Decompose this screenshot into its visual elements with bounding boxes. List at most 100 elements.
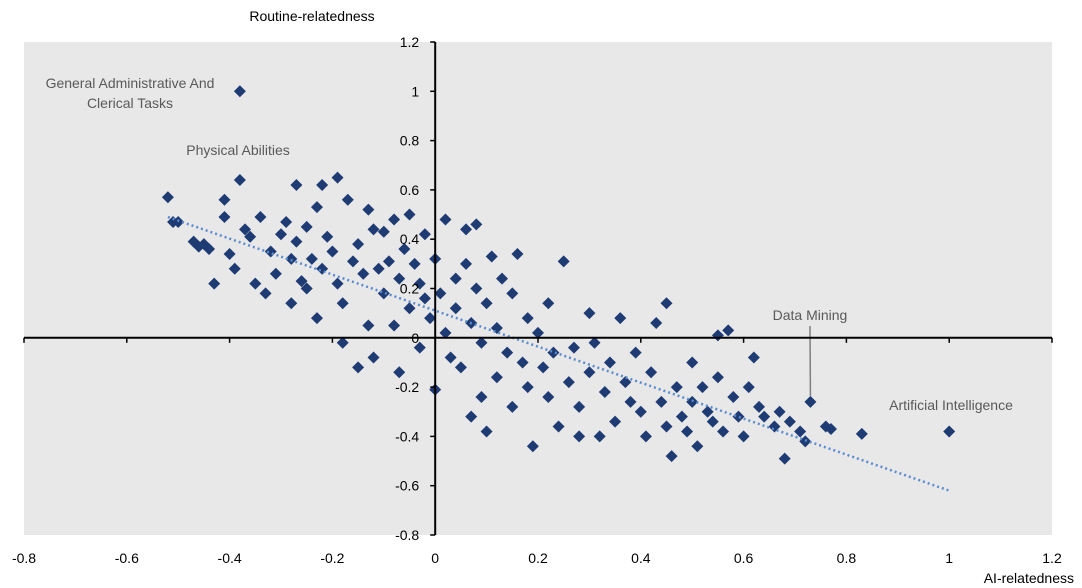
data-point xyxy=(444,351,457,364)
y-tick-label: 0.4 xyxy=(400,231,420,247)
data-point xyxy=(475,390,488,403)
data-point xyxy=(573,430,586,443)
data-point xyxy=(722,324,735,337)
data-point xyxy=(619,376,632,389)
data-point xyxy=(475,336,488,349)
data-point xyxy=(639,430,652,443)
data-point xyxy=(557,255,570,268)
data-point xyxy=(449,302,462,315)
data-point xyxy=(480,425,493,438)
data-point xyxy=(660,297,673,310)
data-point xyxy=(372,262,385,275)
y-tick-label: 0.2 xyxy=(400,281,420,297)
data-point xyxy=(665,450,678,463)
data-point xyxy=(418,292,431,305)
annotation-label: Physical Abilities xyxy=(186,142,290,158)
data-point xyxy=(855,427,868,440)
data-point xyxy=(696,381,709,394)
data-point xyxy=(362,203,375,216)
annotation-label: General Administrative And Clerical Tasks xyxy=(46,75,215,111)
data-point xyxy=(295,275,308,288)
data-point xyxy=(670,381,683,394)
y-tick-label: 0.8 xyxy=(400,133,420,149)
data-point xyxy=(794,425,807,438)
data-point xyxy=(552,420,565,433)
x-tick-label: 0.2 xyxy=(528,550,548,566)
data-point xyxy=(259,287,272,300)
data-point xyxy=(398,243,411,256)
y-tick-label: 0.6 xyxy=(400,182,420,198)
data-point xyxy=(824,423,837,436)
data-point xyxy=(737,430,750,443)
data-point xyxy=(526,440,539,453)
data-point xyxy=(172,215,185,228)
data-point xyxy=(233,85,246,98)
annotation-label: Data Mining xyxy=(773,307,848,323)
data-point xyxy=(542,390,555,403)
data-point xyxy=(208,277,221,290)
data-point xyxy=(691,440,704,453)
x-tick-label: 1.2 xyxy=(1042,550,1062,566)
data-point xyxy=(264,245,277,258)
data-point xyxy=(269,267,282,280)
x-axis-ticks: -0.8 -0.6 -0.4 -0.2 0 0.2 0.4 0.6 0.8 1 1.2 xyxy=(12,337,1062,566)
data-point xyxy=(203,243,216,256)
data-point xyxy=(634,405,647,418)
data-point xyxy=(583,366,596,379)
data-point xyxy=(465,410,478,423)
data-point xyxy=(454,361,467,374)
data-point xyxy=(778,452,791,465)
x-tick-label: 0.8 xyxy=(837,550,857,566)
data-point xyxy=(244,230,257,243)
data-point xyxy=(701,405,714,418)
data-point xyxy=(352,361,365,374)
data-point xyxy=(377,225,390,238)
data-point xyxy=(758,410,771,423)
data-point xyxy=(686,356,699,369)
y-tick-label: 0 xyxy=(411,330,419,346)
data-point xyxy=(413,341,426,354)
data-point xyxy=(506,287,519,300)
y-tick-label: -0.6 xyxy=(395,478,419,494)
y-axis-ticks: 1.2 1 0.8 0.6 0.4 0.2 0 -0.2 -0.4 -0.6 -0.8 xyxy=(395,34,436,543)
x-tick-label: -0.6 xyxy=(115,550,139,566)
data-point xyxy=(542,297,555,310)
data-point xyxy=(336,336,349,349)
data-point xyxy=(614,312,627,325)
x-tick-label: 0.4 xyxy=(631,550,651,566)
data-point xyxy=(233,174,246,187)
data-point xyxy=(573,400,586,413)
data-point xyxy=(336,297,349,310)
plot-background xyxy=(24,42,1052,535)
data-point xyxy=(943,425,956,438)
data-point xyxy=(275,228,287,241)
data-point xyxy=(424,312,437,325)
data-point xyxy=(413,277,426,290)
x-axis-title: AI-relatedness xyxy=(984,570,1074,586)
data-point xyxy=(367,223,380,236)
data-point xyxy=(747,351,760,364)
data-point xyxy=(490,371,503,384)
data-point xyxy=(567,341,580,354)
data-point xyxy=(161,191,174,204)
data-point xyxy=(331,277,344,290)
data-point xyxy=(588,336,601,349)
data-point xyxy=(655,395,668,408)
x-tick-label: 1 xyxy=(945,550,953,566)
data-point xyxy=(753,400,766,413)
data-point xyxy=(439,213,452,226)
data-point xyxy=(218,211,231,224)
data-point xyxy=(470,218,483,231)
data-point xyxy=(537,361,550,374)
x-tick-label: 0.6 xyxy=(734,550,754,566)
data-point xyxy=(341,193,354,206)
data-point xyxy=(593,430,606,443)
data-point xyxy=(496,272,509,285)
data-point xyxy=(418,228,431,241)
data-point xyxy=(562,376,575,389)
data-point xyxy=(362,319,375,332)
data-point xyxy=(804,395,817,408)
data-point xyxy=(711,371,724,384)
data-point xyxy=(521,312,534,325)
